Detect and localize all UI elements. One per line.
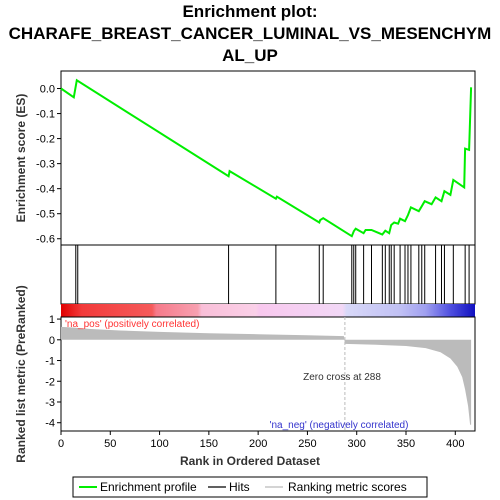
es-y-tick-label: 0.0 [40, 84, 55, 96]
ranking-metric-area [61, 326, 472, 425]
es-y-axis: 0.0 -0.1 -0.2 -0.3 -0.4 -0.5 -0.6 [36, 84, 61, 246]
legend: Enrichment profile Hits Ranking metric s… [72, 476, 428, 498]
x-tick-label: 250 [298, 438, 316, 450]
x-tick-label: 0 [58, 438, 64, 450]
x-tick-label: 100 [150, 438, 168, 450]
legend-box [72, 476, 428, 498]
es-y-tick-label: -0.1 [36, 109, 55, 121]
metric-y-tick-label: 0 [49, 335, 55, 347]
metric-y-tick-label: -2 [45, 376, 55, 388]
title-line-1: Enrichment plot: [182, 2, 317, 21]
metric-y-tick-label: -3 [45, 397, 55, 409]
x-tick-label: 200 [249, 438, 267, 450]
es-y-tick-label: -0.5 [36, 209, 55, 221]
es-panel-frame [60, 70, 476, 246]
title-line-3: AL_UP [222, 46, 278, 65]
hits-marks [75, 245, 470, 304]
es-y-axis-label: Enrichment score (ES) [14, 94, 28, 223]
x-axis-label: Rank in Ordered Dataset [180, 454, 320, 468]
metric-y-tick-label: -4 [45, 418, 55, 430]
chart-title: Enrichment plot: CHARAFE_BREAST_CANCER_L… [9, 2, 492, 65]
enrichment-profile-line [60, 78, 473, 238]
es-y-tick-label: -0.6 [36, 234, 55, 246]
x-tick-label: 400 [446, 438, 464, 450]
es-y-tick-label: -0.2 [36, 134, 55, 146]
title-line-2: CHARAFE_BREAST_CANCER_LUMINAL_VS_MESENCH… [9, 24, 492, 43]
x-tick-label: 350 [397, 438, 415, 450]
es-y-tick-label: -0.4 [36, 184, 55, 196]
x-axis: 0 50 100 150 200 250 300 350 400 [58, 431, 464, 450]
x-tick-label: 50 [104, 438, 116, 450]
metric-y-axis-label: Ranked list metric (PreRanked) [14, 285, 28, 462]
pos-correlated-label: 'na_pos' (positively correlated) [65, 319, 199, 330]
ranking-color-bar [61, 304, 475, 317]
legend-label-enrichment: Enrichment profile [100, 480, 197, 494]
x-tick-label: 150 [200, 438, 218, 450]
metric-y-tick-label: 1 [49, 314, 55, 326]
legend-label-metric: Ranking metric scores [288, 480, 407, 494]
legend-label-hits: Hits [229, 480, 250, 494]
hits-panel-frame [60, 244, 476, 305]
zero-cross-label: Zero cross at 288 [303, 372, 381, 383]
x-tick-label: 300 [348, 438, 366, 450]
neg-correlated-label: 'na_neg' (negatively correlated) [270, 420, 409, 431]
metric-y-tick-label: -1 [45, 356, 55, 368]
es-y-tick-label: -0.3 [36, 159, 55, 171]
metric-y-axis: 1 0 -1 -2 -3 -4 [45, 314, 61, 430]
